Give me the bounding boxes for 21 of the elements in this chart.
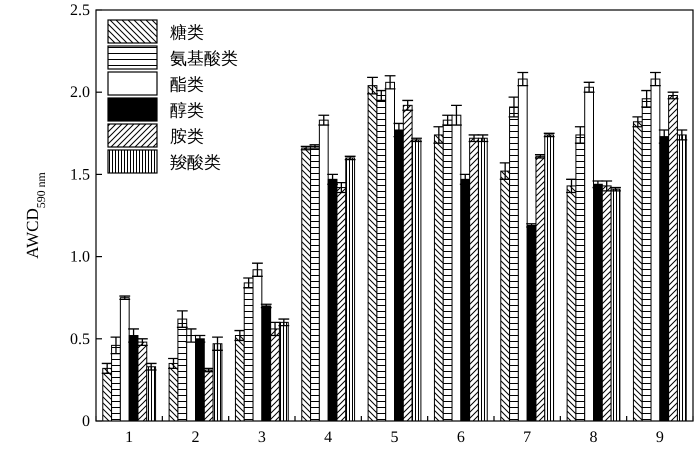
- legend-label: 羧酸类: [170, 153, 221, 172]
- legend-label: 胺类: [170, 127, 204, 146]
- y-tick-label: 0.5: [70, 330, 90, 348]
- x-tick-label: 7: [523, 429, 532, 446]
- x-tick-label: 2: [192, 429, 200, 446]
- legend-label: 糖类: [170, 23, 204, 42]
- x-tick-label: 5: [390, 429, 398, 446]
- legend-label: 氨基酸类: [170, 49, 238, 68]
- y-tick-label: 1.5: [70, 166, 90, 184]
- y-tick-label: 2.0: [70, 84, 90, 102]
- x-tick-label: 9: [656, 429, 664, 446]
- x-tick-label: 1: [125, 429, 134, 446]
- x-tick-label: 3: [258, 429, 266, 446]
- legend-label: 醇类: [170, 101, 204, 120]
- x-tick-label: 8: [590, 429, 598, 446]
- y-tick-label: 2.5: [70, 2, 90, 19]
- x-tick-label: 4: [324, 429, 332, 446]
- y-tick-label: 0: [82, 413, 90, 430]
- y-tick-label: 1.0: [70, 248, 90, 266]
- x-tick-label: 6: [456, 429, 465, 446]
- legend-label: 酯类: [170, 75, 204, 94]
